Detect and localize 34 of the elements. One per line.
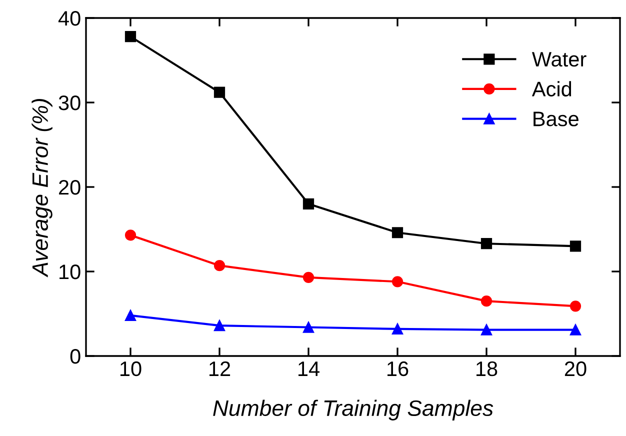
point	[302, 272, 314, 283]
point	[392, 276, 404, 288]
legend-label: Base	[534, 112, 578, 126]
point	[392, 227, 404, 238]
point	[214, 260, 226, 272]
point	[570, 240, 582, 252]
x-axis-title: Number of Training Samples	[213, 400, 494, 420]
x-tick-label: 10	[120, 361, 142, 376]
y-tick-label: 10	[60, 264, 80, 280]
legend-label: Water	[532, 52, 586, 67]
point	[124, 31, 136, 42]
point	[124, 310, 136, 321]
point	[480, 324, 492, 336]
point	[124, 230, 136, 241]
x-tick-label: 14	[298, 362, 320, 376]
point	[392, 323, 404, 335]
point	[570, 324, 582, 336]
x-tick-label: 18	[476, 361, 498, 376]
x-tick-label: 20	[564, 361, 586, 376]
y-tick-label: 0	[70, 349, 80, 364]
legend-label: Acid	[532, 81, 572, 96]
point	[214, 86, 226, 98]
x-tick-label: 12	[210, 361, 230, 376]
point	[302, 198, 314, 210]
point	[480, 296, 492, 307]
y-tick-label: 40	[58, 11, 80, 26]
point	[214, 320, 226, 332]
point	[480, 238, 492, 250]
y-tick-label: 20	[59, 180, 80, 195]
x-tick-label: 16	[388, 361, 408, 376]
y-tick-label: 30	[58, 96, 80, 110]
y-axis-title: Average Error (%)	[32, 98, 52, 278]
point	[302, 322, 314, 333]
point	[570, 300, 582, 312]
